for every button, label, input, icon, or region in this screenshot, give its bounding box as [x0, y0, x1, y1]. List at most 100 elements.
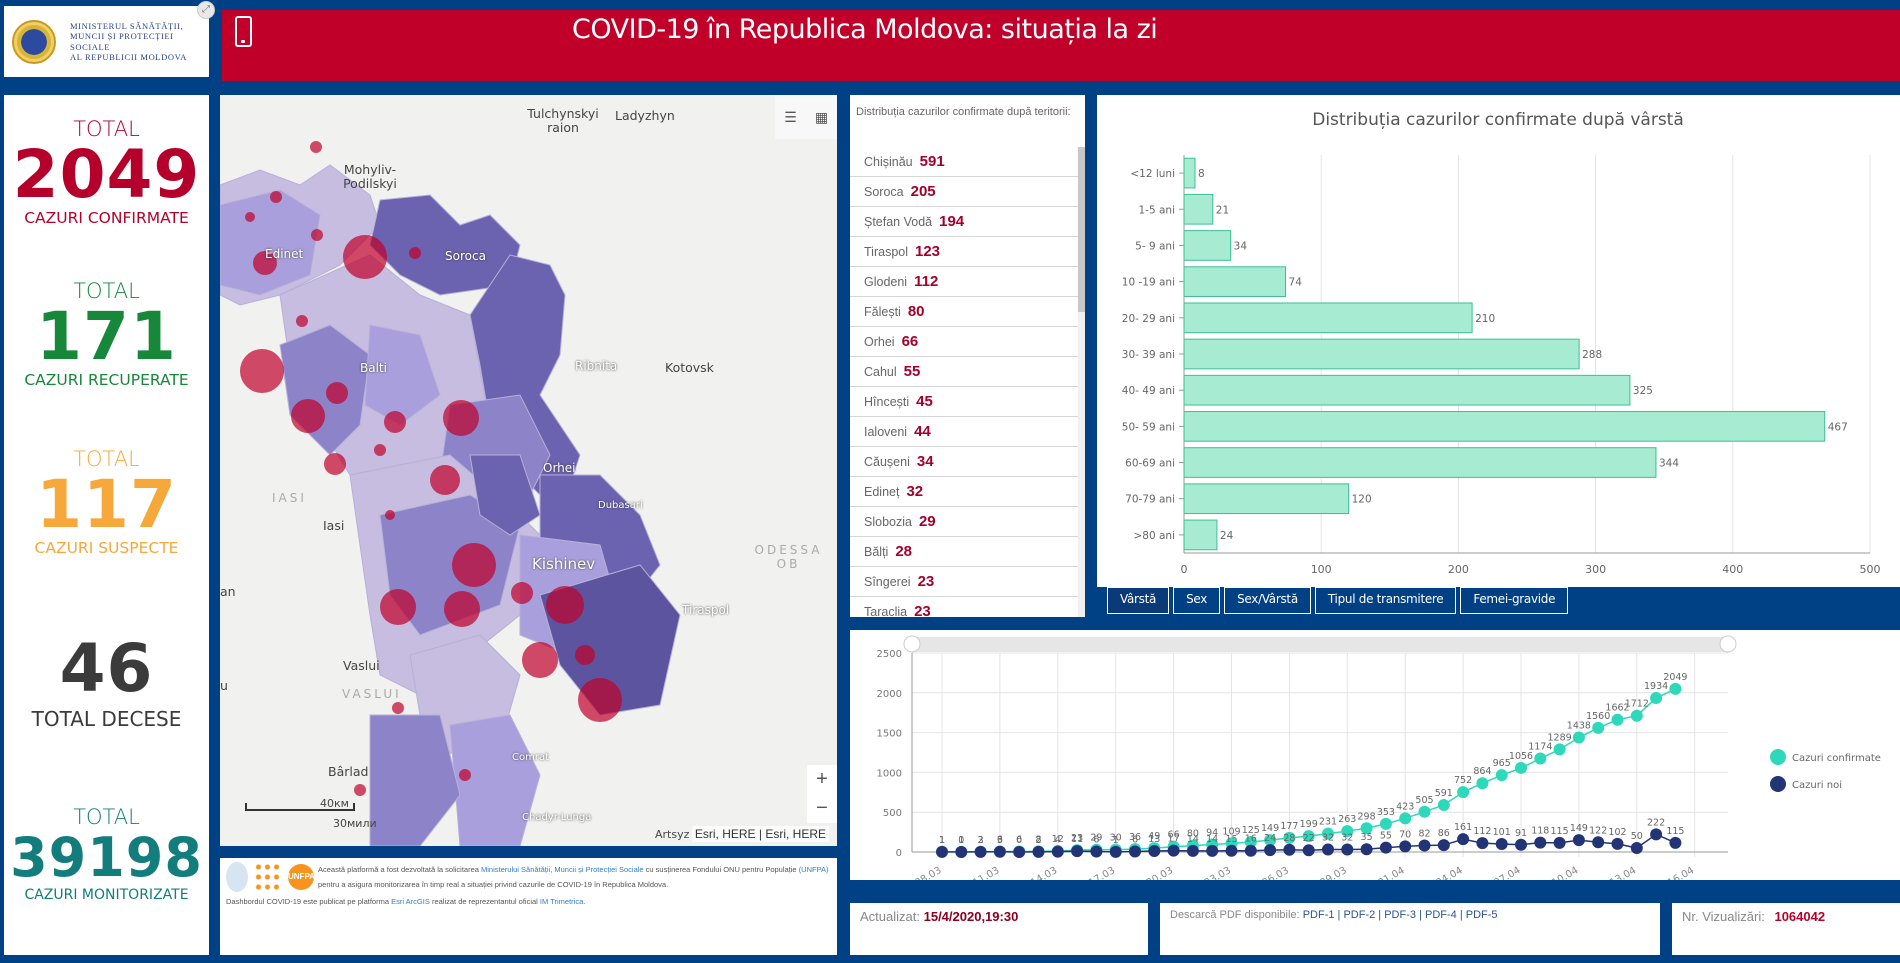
confirmed-point — [1515, 761, 1527, 774]
territory-row[interactable]: Soroca 205 — [850, 177, 1078, 207]
bar-value-label: 325 — [1633, 385, 1653, 397]
credits-line-1: Această platformă a fost dezvoltată la s… — [226, 862, 831, 892]
point-value-label: 263 — [1338, 814, 1356, 825]
chart-title: Distribuția cazurilor confirmate după vâ… — [1312, 110, 1684, 130]
map-label-edge-an: an — [220, 584, 236, 599]
point-value-label: 6 — [1016, 835, 1022, 846]
point-value-label: 161 — [1454, 822, 1472, 833]
y-tick-label: 1-5 ani — [1139, 204, 1176, 216]
point-value-label: 6 — [1093, 835, 1099, 846]
point-value-label: 23 — [1071, 833, 1083, 844]
territory-list[interactable]: Chișinău 591 Soroca 205 Ștefan Vodă 194 Tirasp… — [850, 147, 1078, 617]
territory-row[interactable]: Fălești 80 — [850, 297, 1078, 327]
pdf-2-link[interactable]: PDF-2 — [1343, 909, 1376, 921]
updated-value: 15/4/2020,19:30 — [923, 909, 1019, 924]
territory-scrollbar[interactable] — [1078, 147, 1085, 617]
point-value-label: 15 — [1225, 834, 1237, 845]
map-label-iasi: Iasi — [323, 518, 345, 533]
confirmed-point — [1437, 798, 1450, 811]
mobile-phone-icon[interactable] — [235, 16, 252, 47]
stat-monitored: TOTAL 39198 CAZURI MONITORIZATE — [4, 805, 209, 903]
map-label-odessa: ODESSA OB — [754, 543, 823, 571]
territory-row[interactable]: Glodeni 112 — [850, 267, 1078, 297]
updated-label: Actualizat: — [860, 909, 920, 924]
map-attribution[interactable]: Esri, HERE | Esri, HERE — [691, 826, 829, 842]
stat-recovered-total-label: TOTAL — [73, 279, 140, 303]
territory-case-count: 23 — [917, 573, 935, 590]
point-value-label: 1 — [939, 835, 945, 846]
tab-tipul-de-transmitere[interactable]: Tipul de transmitere — [1314, 587, 1457, 614]
tab-sex[interactable]: Sex — [1173, 587, 1221, 614]
map-label-barlad: Bârlad — [328, 764, 369, 779]
x-tick-label: 16.04 — [1666, 865, 1696, 880]
new-cases-point — [1302, 844, 1315, 857]
territory-row[interactable]: Bălți 28 — [850, 537, 1078, 567]
range-slider-handle-right[interactable] — [1719, 635, 1737, 653]
map-view[interactable]: Tulchynskyi raion Ladyzhyn Uman Mohyliv-… — [220, 95, 837, 846]
stat-deaths: 46 TOTAL DECESE — [4, 635, 209, 732]
point-value-label: 1 — [939, 835, 945, 846]
scrollbar-thumb[interactable] — [1078, 147, 1085, 312]
territory-row[interactable]: Ialoveni 44 — [850, 417, 1078, 447]
point-value-label: 149 — [1570, 823, 1588, 834]
new-cases-point — [1630, 842, 1643, 855]
x-tick-label: 07.04 — [1492, 865, 1522, 880]
esri-arcgis-link[interactable]: Esri ArcGIS — [391, 897, 430, 906]
pdf-5-link[interactable]: PDF-5 — [1465, 909, 1498, 921]
point-value-label: 6 — [997, 835, 1003, 846]
territory-row[interactable]: Edineț 32 — [850, 477, 1078, 507]
x-tick-label: 13.04 — [1608, 865, 1638, 880]
territory-row[interactable]: Slobozia 29 — [850, 507, 1078, 537]
map-label-mohyliv: Mohyliv-Podilskyi — [343, 162, 397, 191]
confirmed-point — [1283, 831, 1296, 844]
y-tick-label: 40- 49 ani — [1122, 385, 1175, 397]
point-value-label: 13 — [1148, 834, 1160, 845]
trimetrica-link[interactable]: IM Trimetrica — [539, 897, 584, 906]
unfpa-link[interactable]: (UNFPA) — [798, 865, 829, 874]
ministry-link[interactable]: Ministerului Sănătății, Muncii și Protec… — [481, 865, 644, 874]
territory-row[interactable]: Chișinău 591 — [850, 147, 1078, 177]
map-label-ribnita: Ribnita — [575, 359, 618, 373]
credits-text: pentru a asigura monitorizarea în timp r… — [318, 880, 669, 889]
range-slider-handle-left[interactable] — [903, 635, 921, 653]
territory-row[interactable]: Căușeni 34 — [850, 447, 1078, 477]
new-cases-point — [1051, 845, 1064, 858]
point-value-label: 30 — [1110, 833, 1122, 844]
territory-row[interactable]: Cahul 55 — [850, 357, 1078, 387]
territory-name: Hîncești — [864, 394, 910, 409]
expand-icon[interactable]: ⤢ — [197, 1, 215, 19]
territory-name: Ștefan Vodă — [864, 214, 933, 229]
legend-list-icon[interactable]: ☰ — [784, 109, 797, 125]
territory-row[interactable]: Hîncești 45 — [850, 387, 1078, 417]
point-value-label: 101 — [1493, 827, 1511, 838]
confirmed-point — [1244, 836, 1257, 849]
y-tick-label: 1500 — [877, 729, 902, 740]
map-canvas[interactable] — [220, 95, 837, 846]
map-label-balti: Balti — [360, 361, 387, 375]
new-cases-point — [1032, 845, 1045, 858]
pdf-3-link[interactable]: PDF-3 — [1384, 909, 1416, 921]
pdf-1-link[interactable]: PDF-1 — [1302, 909, 1335, 921]
territory-row[interactable]: Orhei 66 — [850, 327, 1078, 357]
point-value-label: 35 — [1361, 832, 1373, 843]
y-tick-label: 10 -19 ani — [1122, 277, 1175, 289]
zoom-in-button[interactable]: + — [816, 768, 828, 790]
pdf-4-link[interactable]: PDF-4 — [1424, 909, 1457, 921]
tab-femei-gravide[interactable]: Femei-gravide — [1460, 587, 1569, 614]
territory-row[interactable]: Tiraspol 123 — [850, 237, 1078, 267]
tab-sex-varsta[interactable]: Sex/Vârstă — [1224, 587, 1311, 614]
case-circles — [240, 141, 622, 796]
territory-row[interactable]: Ștefan Vodă 194 — [850, 207, 1078, 237]
territory-row[interactable]: Sîngerei 23 — [850, 567, 1078, 597]
zoom-out-button[interactable]: − — [816, 797, 828, 819]
new-cases-point — [1129, 845, 1141, 858]
ministry-line-3: AL REPUBLICII MOLDOVA — [70, 52, 187, 62]
new-cases-point — [1264, 844, 1277, 857]
y-tick-label: 70-79 ani — [1125, 494, 1175, 506]
point-value-label: 36 — [1129, 832, 1141, 843]
credits-text: cu susținerea Fondului ONU pentru Popula… — [643, 865, 799, 874]
territory-row[interactable]: Taraclia 23 — [850, 597, 1078, 617]
tab-varsta[interactable]: Vârstă — [1107, 587, 1170, 614]
territory-case-count: 123 — [915, 243, 941, 260]
basemap-gallery-icon[interactable]: ▦ — [814, 109, 829, 125]
